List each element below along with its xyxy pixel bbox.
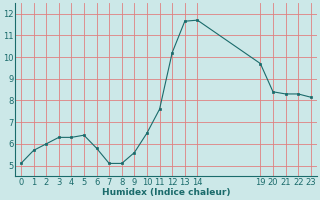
- X-axis label: Humidex (Indice chaleur): Humidex (Indice chaleur): [102, 188, 230, 197]
